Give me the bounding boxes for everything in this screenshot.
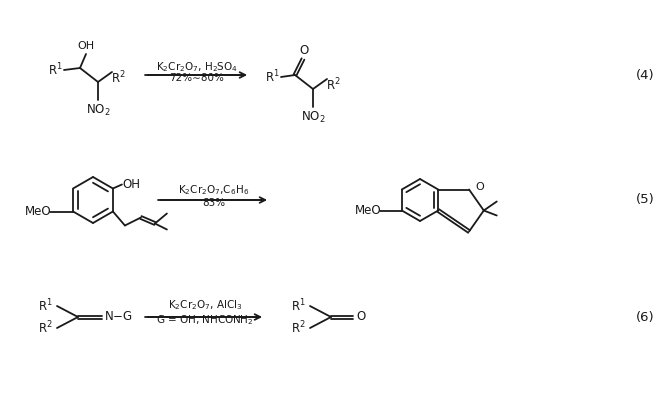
Text: NO$_2$: NO$_2$ [301, 109, 325, 124]
Text: R$^1$: R$^1$ [37, 298, 53, 314]
Text: O: O [476, 182, 484, 192]
Text: R$^2$: R$^2$ [111, 70, 125, 86]
Text: 83%: 83% [203, 198, 225, 208]
Text: (5): (5) [636, 194, 654, 207]
Text: R$^1$: R$^1$ [47, 62, 63, 78]
Text: O: O [299, 45, 309, 57]
Text: R$^2$: R$^2$ [37, 320, 53, 336]
Text: MeO: MeO [25, 205, 51, 218]
Text: OH: OH [77, 41, 95, 51]
Text: K$_2$Cr$_2$O$_7$, H$_2$SO$_4$: K$_2$Cr$_2$O$_7$, H$_2$SO$_4$ [156, 60, 238, 74]
Text: N$-$G: N$-$G [104, 310, 133, 324]
Text: 72%∼80%: 72%∼80% [169, 73, 224, 83]
Text: O: O [356, 310, 366, 324]
Text: NO$_2$: NO$_2$ [85, 103, 110, 118]
Text: K$_2$Cr$_2$O$_7$, AlCl$_3$: K$_2$Cr$_2$O$_7$, AlCl$_3$ [168, 298, 242, 312]
Text: R$^2$: R$^2$ [291, 320, 305, 336]
Text: G = OH, NHCONH$_2$: G = OH, NHCONH$_2$ [156, 313, 254, 327]
Text: R$^2$: R$^2$ [325, 77, 340, 93]
Text: R$^1$: R$^1$ [265, 69, 279, 85]
Text: MeO: MeO [355, 204, 382, 217]
Text: R$^1$: R$^1$ [291, 298, 305, 314]
Text: K$_2$Cr$_2$O$_7$,C$_6$H$_6$: K$_2$Cr$_2$O$_7$,C$_6$H$_6$ [178, 183, 249, 197]
Text: (4): (4) [636, 69, 654, 81]
Text: (6): (6) [636, 310, 654, 324]
Text: OH: OH [122, 178, 140, 191]
